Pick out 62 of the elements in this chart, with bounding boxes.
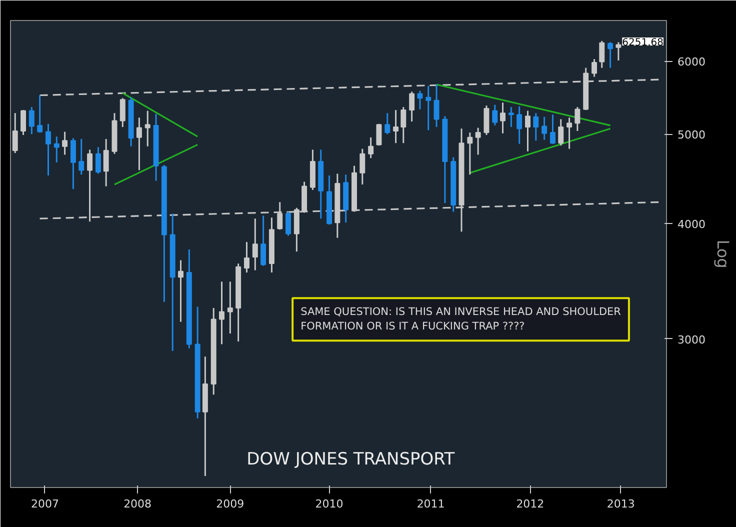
- candlestick: [28, 106, 34, 135]
- candlestick: [616, 41, 622, 62]
- candlestick: [574, 106, 580, 132]
- candlestick: [178, 260, 184, 323]
- candlestick: [252, 218, 258, 272]
- candlestick: [558, 118, 564, 146]
- candlestick: [525, 110, 530, 152]
- candlestick: [426, 85, 432, 131]
- x-tick-label: 2012: [516, 498, 544, 510]
- candlestick: [227, 280, 233, 334]
- y-tick-label: 4000: [678, 218, 706, 232]
- candlestick: [467, 132, 473, 176]
- candlestick: [500, 102, 506, 134]
- x-tick-label: 2011: [416, 498, 445, 510]
- annotation: SAME QUESTION: IS THIS AN INVERSE HEAD AND SHOULDER FORMATION OR IS IT A FUCKING TRAP ????: [300, 306, 621, 333]
- candlestick: [608, 41, 614, 69]
- candlestick: [244, 241, 250, 274]
- candlestick: [492, 104, 498, 126]
- candlestick: [508, 106, 514, 128]
- candlestick: [219, 280, 224, 345]
- x-tick-label: 2009: [216, 498, 244, 510]
- candlestick: [368, 136, 374, 159]
- candlestick: [78, 138, 84, 176]
- x-tick-label: 2010: [315, 498, 344, 510]
- candlestick: [20, 109, 26, 136]
- candlestick: [260, 214, 266, 267]
- candlestick: [144, 110, 150, 148]
- candlestick: [417, 90, 423, 110]
- candlestick: [533, 112, 539, 142]
- x-tick-label: 2008: [124, 498, 152, 510]
- y-tick-label: 6000: [678, 56, 706, 69]
- candlestick: [37, 94, 43, 134]
- candlestick: [360, 148, 366, 186]
- candlestick: [95, 146, 101, 174]
- candlestick: [120, 97, 126, 128]
- candlestick: [136, 116, 142, 171]
- candlestick: [70, 137, 76, 190]
- text: DOW JONES TRANSPORT: [246, 449, 456, 470]
- candlestick: [286, 210, 292, 237]
- candlestick: [516, 106, 522, 145]
- x-tick-label: 2007: [30, 498, 59, 510]
- candlestick: [599, 40, 605, 69]
- y-axis-title: Log: [713, 240, 732, 268]
- candlestick: [376, 123, 382, 146]
- y-tick-label: 3000: [678, 333, 706, 346]
- x-tick-label: 2013: [606, 498, 635, 510]
- candlestick: [542, 116, 548, 141]
- candlestick: [409, 90, 415, 122]
- candlestick: [103, 138, 109, 188]
- y-tick-label: 5000: [678, 128, 706, 142]
- candlestick: [12, 112, 18, 154]
- candlestick: [566, 116, 572, 150]
- candlestick: [54, 136, 60, 164]
- candlestick: [46, 123, 51, 176]
- candlestick: [434, 84, 440, 128]
- candlestick: [400, 106, 406, 144]
- candlestick: [393, 109, 399, 144]
- candlestick: [475, 127, 481, 156]
- candlestick: [62, 131, 68, 156]
- candlestick: [384, 112, 390, 135]
- candlestick: [592, 58, 598, 78]
- candlestick: [550, 114, 556, 145]
